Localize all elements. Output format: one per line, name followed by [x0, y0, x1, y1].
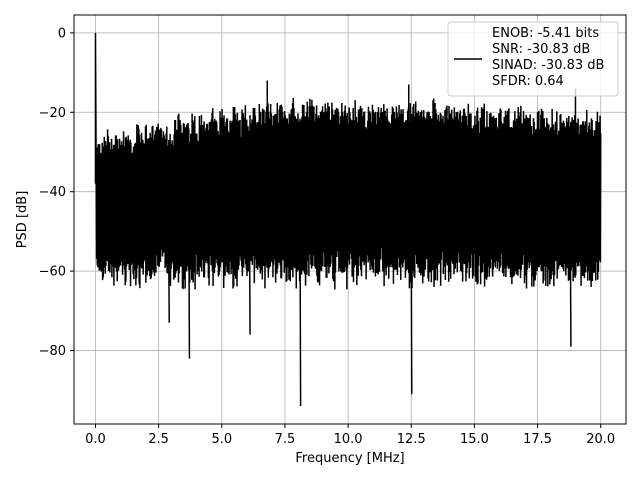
psd-series-line: [94, 32, 602, 407]
y-tick-label: −80: [39, 344, 66, 359]
y-axis-ticks: 0 −20 −40 −60 −80: [39, 26, 74, 359]
y-tick-label: −60: [39, 265, 66, 280]
legend-snr-text: SNR: -30.83 dB: [492, 42, 590, 57]
axes-frame: [73, 14, 627, 425]
y-axis-label: PSD [dB]: [15, 191, 30, 249]
y-tick-label: 0: [58, 26, 66, 41]
x-tick-label: 5.0: [211, 432, 232, 447]
x-tick-label: 7.5: [275, 432, 296, 447]
legend-sinad-text: SINAD: -30.83 dB: [492, 58, 604, 73]
x-tick-label: 12.5: [397, 432, 426, 447]
legend-sfdr-text: SFDR: 0.64: [492, 74, 564, 89]
x-tick-label: 17.5: [523, 432, 552, 447]
x-tick-label: 2.5: [148, 432, 169, 447]
x-axis-label: Frequency [MHz]: [295, 451, 404, 466]
legend: ENOB: -5.41 bits SNR: -30.83 dB SINAD: -…: [447, 21, 619, 97]
x-tick-label: 10.0: [334, 432, 363, 447]
y-tick-label: −20: [39, 106, 66, 121]
plot-area: [94, 32, 602, 407]
legend-enob-text: ENOB: -5.41 bits: [492, 26, 599, 41]
x-tick-label: 15.0: [460, 432, 489, 447]
x-tick-label: 20.0: [586, 432, 615, 447]
x-axis-ticks: 0.0 2.5 5.0 7.5 10.0 12.5 15.0 17.5 20.0: [85, 424, 615, 447]
legend-box: [447, 21, 619, 97]
y-tick-label: −40: [39, 185, 66, 200]
x-tick-label: 0.0: [85, 432, 106, 447]
